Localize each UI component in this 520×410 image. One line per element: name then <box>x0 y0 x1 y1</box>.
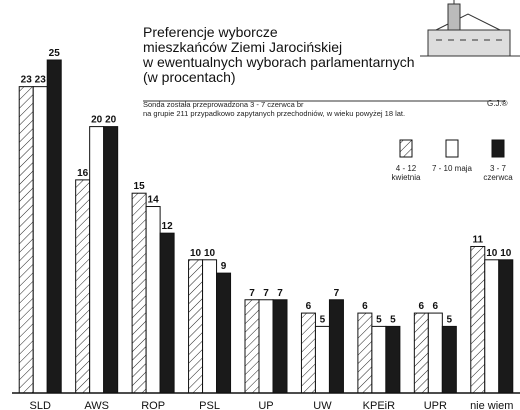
bar <box>132 193 146 393</box>
bar <box>358 313 372 393</box>
value-label: 5 <box>390 314 396 325</box>
legend-swatch <box>492 140 504 157</box>
bar <box>189 260 203 393</box>
bar <box>273 300 287 393</box>
bar <box>217 273 231 393</box>
x-tick-label: KPEiR <box>363 400 395 410</box>
chart-title: (w procentach) <box>143 69 236 85</box>
bar <box>19 87 33 393</box>
bar <box>386 326 400 393</box>
chart-title: Preferencje wyborcze <box>143 24 278 40</box>
value-label: 6 <box>433 301 439 312</box>
subtitle: na grupie 211 przypadkowo zapytanych prz… <box>143 109 405 118</box>
bar <box>301 313 315 393</box>
x-tick-label: UPR <box>424 400 447 410</box>
bar <box>442 326 456 393</box>
x-tick-label: UW <box>313 400 332 410</box>
value-label: 6 <box>419 301 425 312</box>
value-label: 16 <box>77 168 89 179</box>
bar <box>33 87 47 393</box>
value-label: 14 <box>148 195 160 206</box>
value-label: 10 <box>500 248 512 259</box>
bar <box>471 246 485 393</box>
bar <box>315 326 329 393</box>
chart-title: mieszkańców Ziemi Jarocińskiej <box>143 39 342 55</box>
church-icon <box>420 0 520 56</box>
value-label: 6 <box>306 301 312 312</box>
bar <box>329 300 343 393</box>
value-label: 12 <box>162 221 174 232</box>
value-label: 15 <box>134 181 146 192</box>
legend-label: 7 - 10 maja <box>430 164 474 173</box>
value-label: 6 <box>362 301 368 312</box>
legend-label: 3 - 7 czerwca <box>476 164 520 182</box>
bar <box>245 300 259 393</box>
legend-swatch <box>400 140 412 157</box>
bar <box>428 313 442 393</box>
value-label: 7 <box>263 288 269 299</box>
value-label: 20 <box>91 115 103 126</box>
bar <box>485 260 499 393</box>
bar <box>414 313 428 393</box>
value-label: 7 <box>249 288 255 299</box>
value-label: 9 <box>221 261 227 272</box>
value-label: 10 <box>190 248 202 259</box>
x-tick-label: nie wiem <box>470 400 513 410</box>
bar <box>146 207 160 393</box>
x-tick-label: SLD <box>30 400 51 410</box>
value-label: 5 <box>376 314 382 325</box>
value-label: 23 <box>21 75 33 86</box>
value-label: 10 <box>486 248 498 259</box>
bar <box>499 260 513 393</box>
value-label: 7 <box>334 288 340 299</box>
value-label: 5 <box>447 314 453 325</box>
chart-title: w ewentualnych wyborach parlamentarnych <box>142 54 415 70</box>
value-label: 7 <box>277 288 283 299</box>
value-label: 11 <box>472 234 483 245</box>
bar <box>160 233 174 393</box>
legend-label: 4 - 12 kwietnia <box>384 164 428 182</box>
value-label: 5 <box>320 314 326 325</box>
x-tick-label: AWS <box>84 400 109 410</box>
x-tick-label: PSL <box>199 400 220 410</box>
signature: G.J.® <box>487 99 508 108</box>
value-label: 10 <box>204 248 216 259</box>
page: Preferencje wyborczemieszkańców Ziemi Ja… <box>0 0 520 410</box>
bar <box>259 300 273 393</box>
legend-swatch <box>446 140 458 157</box>
bar <box>372 326 386 393</box>
value-label: 25 <box>49 48 61 59</box>
chart: Preferencje wyborczemieszkańców Ziemi Ja… <box>0 0 520 410</box>
bar <box>76 180 90 393</box>
bar <box>90 127 104 393</box>
x-tick-label: ROP <box>141 400 165 410</box>
value-label: 20 <box>105 115 117 126</box>
bar <box>104 127 118 393</box>
bar <box>47 60 61 393</box>
bar <box>203 260 217 393</box>
value-label: 23 <box>35 75 47 86</box>
x-tick-label: UP <box>258 400 273 410</box>
